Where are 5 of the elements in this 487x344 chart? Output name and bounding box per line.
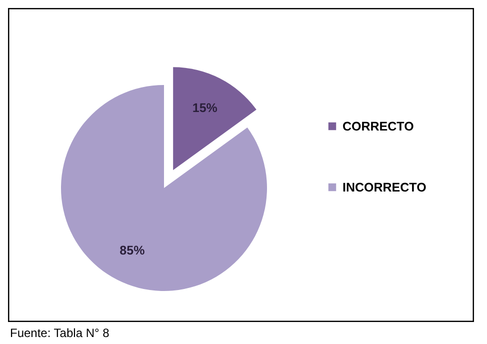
legend-label: INCORRECTO (342, 180, 427, 194)
source-note: Fuente: Tabla N° 8 (10, 326, 110, 340)
data-label: 15% (192, 100, 218, 115)
legend-label: CORRECTO (342, 119, 414, 134)
data-label: 85% (120, 243, 145, 258)
